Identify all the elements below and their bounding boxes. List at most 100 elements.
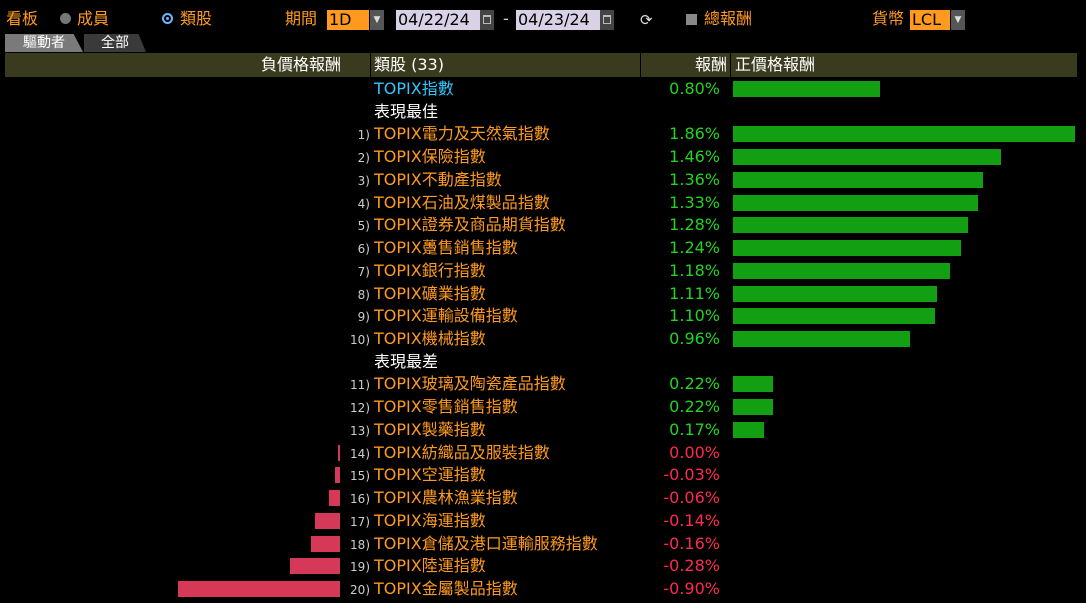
sector-name[interactable]: TOPIX紡織品及服裝指數 [374,442,550,462]
calendar-icon[interactable] [480,10,494,30]
sector-name[interactable]: TOPIX零售銷售指數 [374,397,518,417]
table-row[interactable]: 6) TOPIX躉售銷售指數 1.24% [0,237,1086,259]
positive-return-bar[interactable] [733,331,910,348]
row-rank: 6) [357,242,370,257]
row-rank: 11) [350,378,370,393]
negative-return-bar[interactable] [315,512,340,529]
worst-performers-heading: 表現最差 [374,351,439,371]
positive-return-bar[interactable] [733,285,937,302]
date-from-field[interactable]: 04/22/24 [396,10,480,30]
return-value: 0.22% [669,374,720,394]
sector-name[interactable]: TOPIX證券及商品期貨指數 [374,215,566,235]
table-row[interactable]: 15) TOPIX空運指數 -0.03% [0,464,1086,486]
sector-name[interactable]: TOPIX倉儲及港口運輸服務指數 [374,533,598,553]
sector-name[interactable]: TOPIX製藥指數 [374,419,486,439]
table-row[interactable]: 9) TOPIX運輸設備指數 1.10% [0,305,1086,327]
positive-return-bar[interactable] [733,149,1001,166]
positive-return-bar[interactable] [733,81,880,97]
negative-return-header[interactable]: 負價格報酬 [261,55,342,74]
sector-name[interactable]: TOPIX指數 [374,79,454,98]
members-radio-label[interactable]: 成員 [77,9,110,28]
positive-return-header[interactable]: 正價格報酬 [735,55,816,74]
sector-name[interactable]: TOPIX運輸設備指數 [374,306,518,326]
row-rank: 16) [350,492,370,507]
table-row[interactable]: 16) TOPIX農林漁業指數 -0.06% [0,487,1086,509]
chevron-down-icon[interactable]: ▼ [951,10,965,30]
sector-name[interactable]: TOPIX海運指數 [374,510,486,530]
chevron-down-icon[interactable]: ▼ [370,10,384,30]
sector-name[interactable]: TOPIX保險指數 [374,147,486,167]
return-header[interactable]: 報酬 [695,55,728,74]
table-row[interactable]: 7) TOPIX銀行指數 1.18% [0,260,1086,282]
table-row[interactable]: 13) TOPIX製藥指數 0.17% [0,419,1086,441]
return-value: -0.06% [663,488,720,508]
positive-return-bar[interactable] [733,308,935,325]
negative-return-bar[interactable] [338,444,340,461]
table-row[interactable]: 14) TOPIX紡織品及服裝指數 0.00% [0,442,1086,464]
members-radio[interactable] [60,13,71,24]
sector-header[interactable]: 類股 (33) [374,55,444,74]
return-value: 0.96% [669,329,720,349]
positive-return-bar[interactable] [733,217,968,234]
row-rank: 3) [357,173,370,188]
sector-name[interactable]: TOPIX躉售銷售指數 [374,238,518,258]
sector-name[interactable]: TOPIX金屬製品指數 [374,579,518,599]
benchmark-row[interactable]: TOPIX指數 0.80% [0,78,1086,100]
table-row[interactable]: 18) TOPIX倉儲及港口運輸服務指數 -0.16% [0,533,1086,555]
toolbar: 看板 成員 類股 期間 1D ▼ 04/22/24 - 04/23/24 ⟳ 總… [0,0,1086,32]
tab-drivers[interactable]: 驅動者 [5,34,83,52]
table-row[interactable]: 2) TOPIX保險指數 1.46% [0,146,1086,168]
return-value: 1.18% [669,260,720,280]
sector-name[interactable]: TOPIX礦業指數 [374,283,486,303]
sector-name[interactable]: TOPIX機械指數 [374,329,486,349]
period-label: 期間 [285,9,318,28]
table-row[interactable]: 8) TOPIX礦業指數 1.11% [0,283,1086,305]
tab-all[interactable]: 全部 [84,34,146,52]
sector-name[interactable]: TOPIX不動產指數 [374,169,502,189]
negative-return-bar[interactable] [329,490,340,507]
table-row[interactable]: 11) TOPIX玻璃及陶瓷產品指數 0.22% [0,373,1086,395]
positive-return-bar[interactable] [733,399,773,416]
positive-return-bar[interactable] [733,262,950,279]
positive-return-bar[interactable] [733,376,773,393]
refresh-icon[interactable]: ⟳ [640,11,653,29]
table-row[interactable]: 19) TOPIX陸運指數 -0.28% [0,555,1086,577]
table-row[interactable]: 3) TOPIX不動產指數 1.36% [0,169,1086,191]
currency-select[interactable]: LCL [910,10,950,30]
sectors-radio-label[interactable]: 類股 [180,9,213,28]
table-row[interactable]: 1) TOPIX電力及天然氣指數 1.86% [0,123,1086,145]
positive-return-bar[interactable] [733,421,764,438]
sector-name[interactable]: TOPIX陸運指數 [374,556,486,576]
positive-return-bar[interactable] [733,171,983,188]
sector-name[interactable]: TOPIX石油及煤製品指數 [374,192,550,212]
table-row[interactable]: 17) TOPIX海運指數 -0.14% [0,510,1086,532]
negative-return-bar[interactable] [335,467,340,484]
date-to-field[interactable]: 04/23/24 [516,10,600,30]
return-value: -0.16% [663,533,720,553]
sector-name[interactable]: TOPIX銀行指數 [374,260,486,280]
sector-name[interactable]: TOPIX玻璃及陶瓷產品指數 [374,374,566,394]
positive-return-bar[interactable] [733,126,1075,143]
table-row[interactable]: 5) TOPIX證券及商品期貨指數 1.28% [0,214,1086,236]
row-rank: 7) [357,264,370,279]
period-select[interactable]: 1D [327,10,369,30]
total-return-label[interactable]: 總報酬 [704,9,753,28]
sector-name[interactable]: TOPIX農林漁業指數 [374,488,518,508]
total-return-checkbox[interactable] [686,14,697,25]
row-rank: 20) [350,583,370,598]
currency-label: 貨幣 [872,9,905,28]
table-row[interactable]: 10) TOPIX機械指數 0.96% [0,328,1086,350]
table-row[interactable]: 4) TOPIX石油及煤製品指數 1.33% [0,192,1086,214]
return-value: 0.00% [669,442,720,462]
negative-return-bar[interactable] [290,558,340,575]
positive-return-bar[interactable] [733,240,961,257]
sector-name[interactable]: TOPIX電力及天然氣指數 [374,124,550,144]
negative-return-bar[interactable] [311,535,340,552]
negative-return-bar[interactable] [178,581,340,598]
sector-name[interactable]: TOPIX空運指數 [374,465,486,485]
calendar-icon[interactable] [600,10,614,30]
table-row[interactable]: 20) TOPIX金屬製品指數 -0.90% [0,578,1086,600]
sectors-radio[interactable] [162,13,173,24]
table-row[interactable]: 12) TOPIX零售銷售指數 0.22% [0,396,1086,418]
positive-return-bar[interactable] [733,194,978,211]
